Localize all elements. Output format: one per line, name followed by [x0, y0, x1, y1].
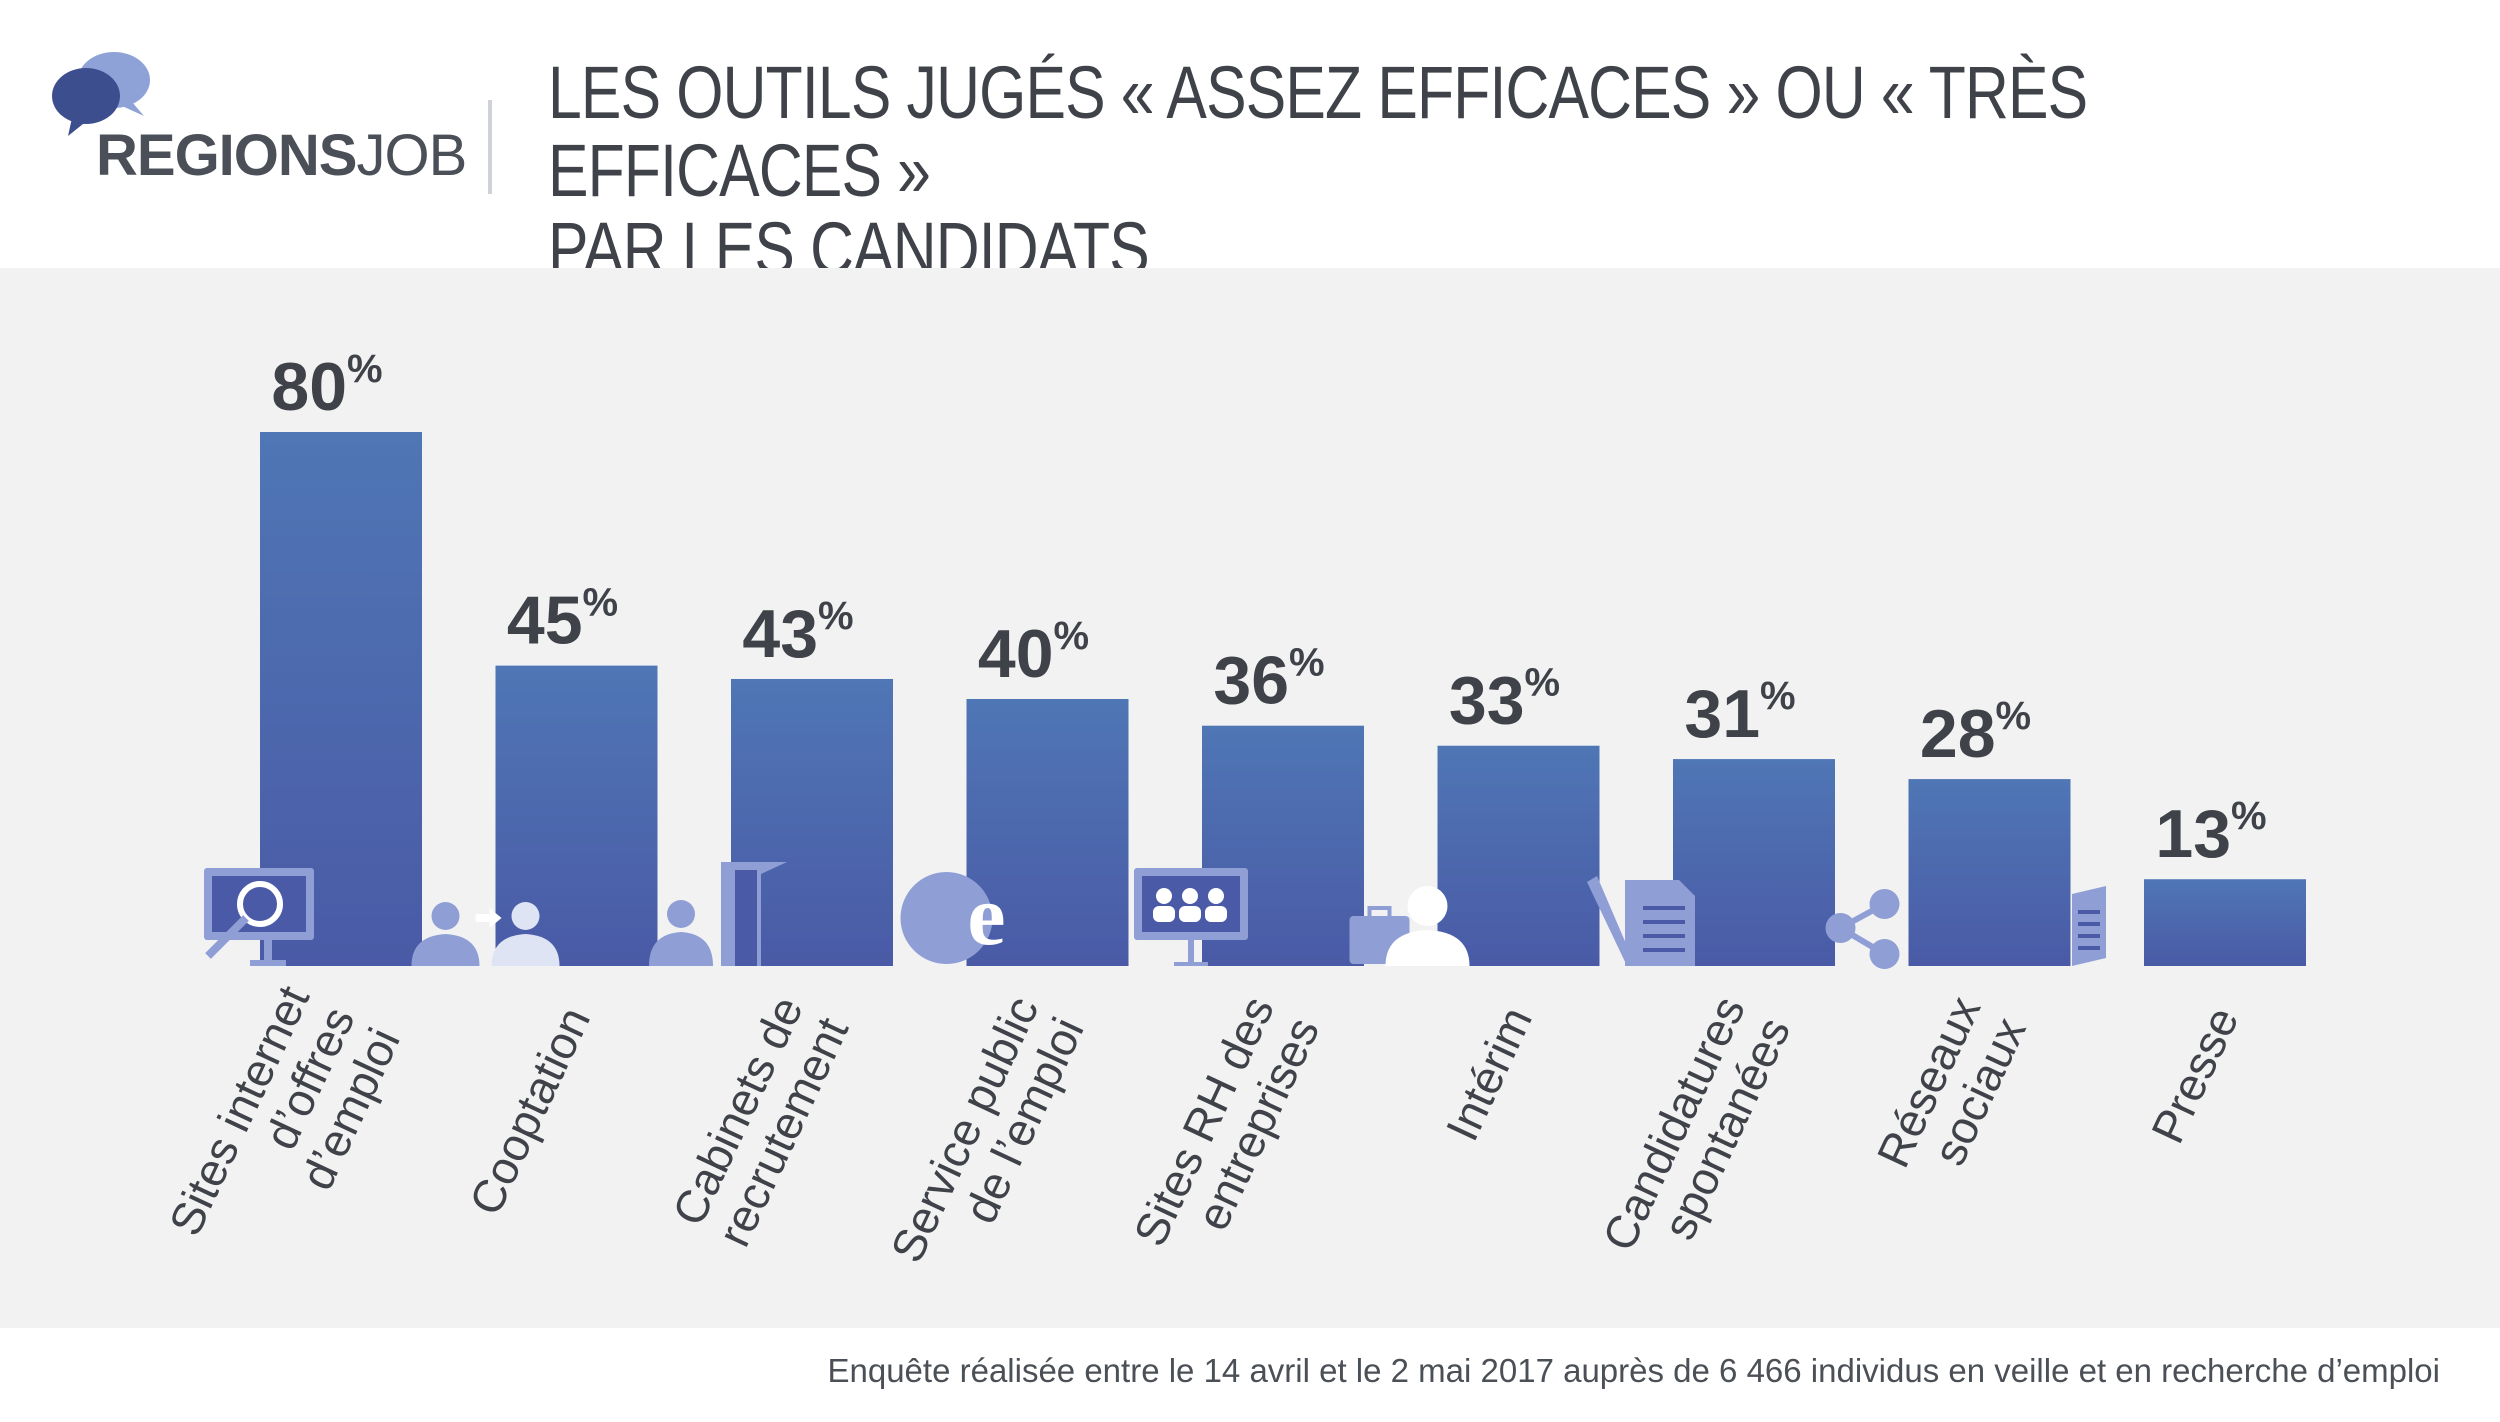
- bar-chart: e 80% 45% 43% 40% 36% 33% 31% 28% 13% Sites inte…: [159, 347, 2306, 1270]
- category-label-line: Intérim: [1436, 999, 1543, 1148]
- bar: [1908, 779, 2071, 966]
- temp-worker-icon: [1349, 886, 1470, 966]
- chart-title: LES OUTILS JUGÉS « ASSEZ EFFICACES » OU …: [548, 51, 2088, 290]
- footnote: Enquête réalisée entre le 14 avril et le…: [827, 1352, 2440, 1389]
- application-document-icon: [1587, 876, 1695, 966]
- icons-group: e: [204, 862, 2106, 969]
- value-label: 40%: [978, 614, 1089, 692]
- category-label: Intérim: [1436, 999, 1543, 1148]
- header-divider: [488, 100, 492, 194]
- speech-bubbles-icon: [52, 52, 150, 136]
- category-label-line: Presse: [2141, 999, 2249, 1151]
- social-share-icon: [1825, 889, 1900, 969]
- public-service-e-icon: e: [900, 867, 1006, 964]
- value-labels-group: 80% 45% 43% 40% 36% 33% 31% 28% 13%: [271, 347, 2266, 872]
- chart-panel: e 80% 45% 43% 40% 36% 33% 31% 28% 13% Sites inte…: [0, 268, 2500, 1328]
- value-label: 31%: [1684, 674, 1795, 752]
- bar: [1437, 745, 1600, 966]
- value-label: 33%: [1449, 661, 1560, 739]
- brand-regions: REGIONS: [96, 123, 357, 188]
- referral-people-icon: [411, 902, 560, 966]
- category-label: Presse: [2141, 999, 2249, 1151]
- bar: [966, 699, 1129, 966]
- value-label: 43%: [742, 594, 853, 672]
- brand-name: REGIONSJOB: [96, 122, 468, 189]
- regionsjob-logo: REGIONSJOB: [48, 52, 468, 202]
- bar: [1673, 759, 1835, 966]
- value-label: 36%: [1213, 641, 1324, 719]
- brand-job: JOB: [356, 123, 468, 188]
- header: REGIONSJOB LES OUTILS JUGÉS « ASSEZ EFFI…: [0, 0, 2500, 288]
- value-label: 80%: [271, 347, 382, 425]
- value-label: 28%: [1920, 694, 2031, 772]
- bar: [2144, 879, 2306, 966]
- svg-text:e: e: [967, 867, 1005, 963]
- monitor-search-icon: [204, 868, 314, 966]
- value-label: 13%: [2155, 794, 2266, 872]
- value-label: 45%: [507, 581, 618, 659]
- company-hr-screen-icon: [1134, 868, 1248, 966]
- category-label-line: Cooptation: [459, 999, 600, 1223]
- recruiter-door-icon: [649, 862, 787, 966]
- newspaper-icon: [2072, 886, 2106, 966]
- category-label: Cooptation: [459, 999, 600, 1223]
